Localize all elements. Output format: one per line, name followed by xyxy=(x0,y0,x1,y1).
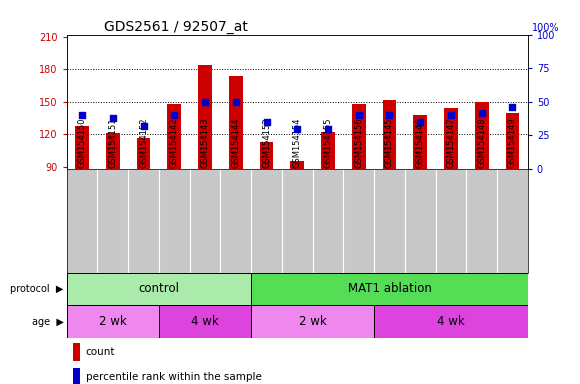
Bar xyxy=(321,132,335,169)
Bar xyxy=(72,343,80,361)
Point xyxy=(447,112,456,118)
Point xyxy=(262,119,271,125)
Text: protocol  ▶: protocol ▶ xyxy=(10,284,64,294)
Bar xyxy=(75,126,89,169)
Text: 4 wk: 4 wk xyxy=(191,315,219,328)
Text: 2 wk: 2 wk xyxy=(299,315,327,328)
Point xyxy=(231,99,241,105)
Bar xyxy=(168,104,181,169)
Bar xyxy=(229,76,242,169)
Bar xyxy=(475,102,488,169)
Bar xyxy=(383,99,396,169)
Bar xyxy=(414,115,427,169)
Bar xyxy=(137,137,150,169)
Bar xyxy=(444,108,458,169)
Point xyxy=(324,126,333,132)
Text: count: count xyxy=(86,347,115,357)
Point xyxy=(354,112,363,118)
Bar xyxy=(67,305,159,338)
Bar xyxy=(291,161,304,169)
Bar xyxy=(251,273,528,305)
Point xyxy=(293,126,302,132)
Bar xyxy=(198,65,212,169)
Text: age  ▶: age ▶ xyxy=(32,316,64,327)
Text: 2 wk: 2 wk xyxy=(99,315,126,328)
Bar xyxy=(506,113,519,169)
Bar xyxy=(106,133,119,169)
Text: control: control xyxy=(139,283,179,295)
Text: MAT1 ablation: MAT1 ablation xyxy=(347,283,432,295)
Point xyxy=(385,112,394,118)
Bar xyxy=(72,368,80,384)
Point xyxy=(415,119,425,125)
Bar xyxy=(67,273,251,305)
Bar xyxy=(374,305,528,338)
Text: percentile rank within the sample: percentile rank within the sample xyxy=(86,372,262,382)
Point xyxy=(139,123,148,129)
Point xyxy=(108,115,118,121)
Point xyxy=(170,112,179,118)
Point xyxy=(508,104,517,110)
Text: 100%: 100% xyxy=(532,23,560,33)
Point xyxy=(78,112,87,118)
Bar xyxy=(260,142,273,169)
Text: GDS2561 / 92507_at: GDS2561 / 92507_at xyxy=(104,20,248,33)
Point xyxy=(477,109,487,116)
Point xyxy=(201,99,210,105)
Bar xyxy=(159,305,251,338)
Bar xyxy=(352,104,365,169)
Text: 4 wk: 4 wk xyxy=(437,315,465,328)
Bar xyxy=(251,305,374,338)
